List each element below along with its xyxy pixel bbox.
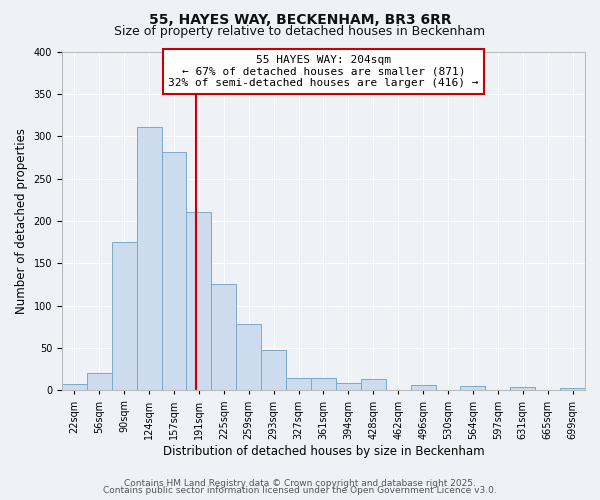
Bar bbox=[161, 152, 187, 390]
Text: Size of property relative to detached houses in Beckenham: Size of property relative to detached ho… bbox=[115, 25, 485, 38]
Bar bbox=[460, 386, 485, 390]
Bar bbox=[560, 388, 585, 390]
Bar bbox=[211, 284, 236, 391]
Text: Contains HM Land Registry data © Crown copyright and database right 2025.: Contains HM Land Registry data © Crown c… bbox=[124, 478, 476, 488]
Text: 55, HAYES WAY, BECKENHAM, BR3 6RR: 55, HAYES WAY, BECKENHAM, BR3 6RR bbox=[149, 12, 451, 26]
Text: 55 HAYES WAY: 204sqm
← 67% of detached houses are smaller (871)
32% of semi-deta: 55 HAYES WAY: 204sqm ← 67% of detached h… bbox=[168, 55, 479, 88]
Bar bbox=[187, 212, 211, 390]
Bar bbox=[112, 242, 137, 390]
Y-axis label: Number of detached properties: Number of detached properties bbox=[15, 128, 28, 314]
Text: Contains public sector information licensed under the Open Government Licence v3: Contains public sector information licen… bbox=[103, 486, 497, 495]
Bar bbox=[261, 350, 286, 391]
Bar bbox=[236, 324, 261, 390]
Bar bbox=[62, 384, 87, 390]
Bar bbox=[410, 386, 436, 390]
Bar bbox=[361, 380, 386, 390]
Bar bbox=[286, 378, 311, 390]
X-axis label: Distribution of detached houses by size in Beckenham: Distribution of detached houses by size … bbox=[163, 444, 484, 458]
Bar bbox=[311, 378, 336, 390]
Bar bbox=[510, 387, 535, 390]
Bar bbox=[336, 383, 361, 390]
Bar bbox=[137, 127, 161, 390]
Bar bbox=[87, 372, 112, 390]
